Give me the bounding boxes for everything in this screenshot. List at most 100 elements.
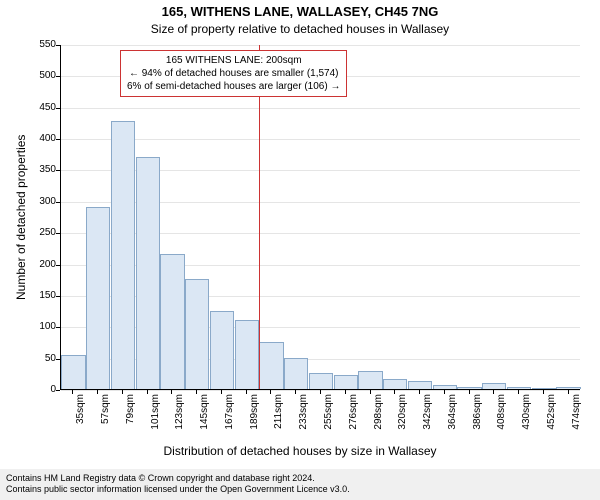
x-tick-label: 276sqm	[348, 394, 359, 434]
x-tick	[196, 390, 197, 394]
x-tick-label: 452sqm	[546, 394, 557, 434]
x-tick-label: 320sqm	[397, 394, 408, 434]
x-tick-label: 474sqm	[571, 394, 582, 434]
y-tick-label: 0	[28, 384, 56, 395]
x-tick	[568, 390, 569, 394]
grid-line	[61, 108, 580, 109]
y-tick-label: 50	[28, 353, 56, 364]
x-axis-label: Distribution of detached houses by size …	[0, 444, 600, 458]
x-tick-label: 189sqm	[249, 394, 260, 434]
x-tick-label: 298sqm	[373, 394, 384, 434]
histogram-bar	[408, 381, 432, 389]
annotation-line2: ← 94% of detached houses are smaller (1,…	[127, 67, 340, 80]
x-tick	[171, 390, 172, 394]
x-tick	[122, 390, 123, 394]
y-tick	[56, 359, 60, 360]
y-tick	[56, 139, 60, 140]
histogram-bar	[284, 358, 308, 389]
x-tick	[97, 390, 98, 394]
y-tick-label: 500	[28, 70, 56, 81]
y-tick	[56, 170, 60, 171]
y-tick-label: 550	[28, 39, 56, 50]
x-tick	[370, 390, 371, 394]
chart-container: 165, WITHENS LANE, WALLASEY, CH45 7NG Si…	[0, 0, 600, 500]
histogram-bar	[259, 342, 283, 389]
histogram-bar	[235, 320, 259, 389]
y-tick-label: 400	[28, 133, 56, 144]
x-tick	[295, 390, 296, 394]
y-tick	[56, 233, 60, 234]
x-tick-label: 386sqm	[472, 394, 483, 434]
histogram-bar	[457, 387, 481, 390]
histogram-bar	[358, 371, 382, 389]
y-tick-label: 300	[28, 196, 56, 207]
x-tick-label: 35sqm	[75, 394, 86, 434]
x-tick-label: 364sqm	[447, 394, 458, 434]
y-tick	[56, 108, 60, 109]
x-tick-label: 57sqm	[100, 394, 111, 434]
x-tick	[246, 390, 247, 394]
chart-title: 165, WITHENS LANE, WALLASEY, CH45 7NG	[0, 4, 600, 19]
histogram-bar	[160, 254, 184, 389]
histogram-bar	[136, 157, 160, 389]
histogram-bar	[185, 279, 209, 389]
x-tick-label: 408sqm	[496, 394, 507, 434]
y-tick-label: 200	[28, 259, 56, 270]
y-tick-label: 450	[28, 102, 56, 113]
y-tick	[56, 76, 60, 77]
grid-line	[61, 45, 580, 46]
x-tick	[320, 390, 321, 394]
histogram-bar	[86, 207, 110, 389]
x-tick-label: 233sqm	[298, 394, 309, 434]
histogram-bar	[309, 373, 333, 389]
footer: Contains HM Land Registry data © Crown c…	[0, 469, 600, 500]
y-tick	[56, 45, 60, 46]
y-axis-label: Number of detached properties	[14, 135, 28, 300]
histogram-bar	[556, 387, 580, 390]
y-tick-label: 250	[28, 227, 56, 238]
footer-line2: Contains public sector information licen…	[6, 484, 594, 496]
y-tick	[56, 202, 60, 203]
x-tick	[394, 390, 395, 394]
chart-subtitle: Size of property relative to detached ho…	[0, 22, 600, 36]
histogram-bar	[334, 375, 358, 389]
y-tick	[56, 390, 60, 391]
x-tick	[345, 390, 346, 394]
x-tick-label: 430sqm	[521, 394, 532, 434]
y-tick-label: 350	[28, 164, 56, 175]
x-tick-label: 211sqm	[273, 394, 284, 434]
x-tick-label: 167sqm	[224, 394, 235, 434]
y-tick	[56, 265, 60, 266]
annotation-line1: 165 WITHENS LANE: 200sqm	[127, 54, 340, 67]
histogram-bar	[433, 385, 457, 389]
histogram-bar	[532, 388, 556, 389]
y-tick-label: 150	[28, 290, 56, 301]
x-tick-label: 145sqm	[199, 394, 210, 434]
x-tick	[493, 390, 494, 394]
histogram-bar	[210, 311, 234, 389]
x-tick	[518, 390, 519, 394]
x-tick	[72, 390, 73, 394]
x-tick-label: 79sqm	[125, 394, 136, 434]
x-tick	[444, 390, 445, 394]
histogram-bar	[482, 383, 506, 389]
y-tick-label: 100	[28, 321, 56, 332]
x-tick-label: 123sqm	[174, 394, 185, 434]
histogram-bar	[507, 387, 531, 390]
y-tick	[56, 327, 60, 328]
histogram-bar	[61, 355, 85, 390]
y-tick	[56, 296, 60, 297]
x-tick	[270, 390, 271, 394]
annotation-line3: 6% of semi-detached houses are larger (1…	[127, 80, 340, 93]
x-tick-label: 101sqm	[150, 394, 161, 434]
x-tick	[543, 390, 544, 394]
histogram-bar	[111, 121, 135, 389]
x-tick	[419, 390, 420, 394]
annotation-box: 165 WITHENS LANE: 200sqm ← 94% of detach…	[120, 50, 347, 97]
x-tick	[469, 390, 470, 394]
x-tick	[221, 390, 222, 394]
x-tick-label: 342sqm	[422, 394, 433, 434]
grid-line	[61, 139, 580, 140]
x-tick	[147, 390, 148, 394]
footer-line1: Contains HM Land Registry data © Crown c…	[6, 473, 594, 485]
